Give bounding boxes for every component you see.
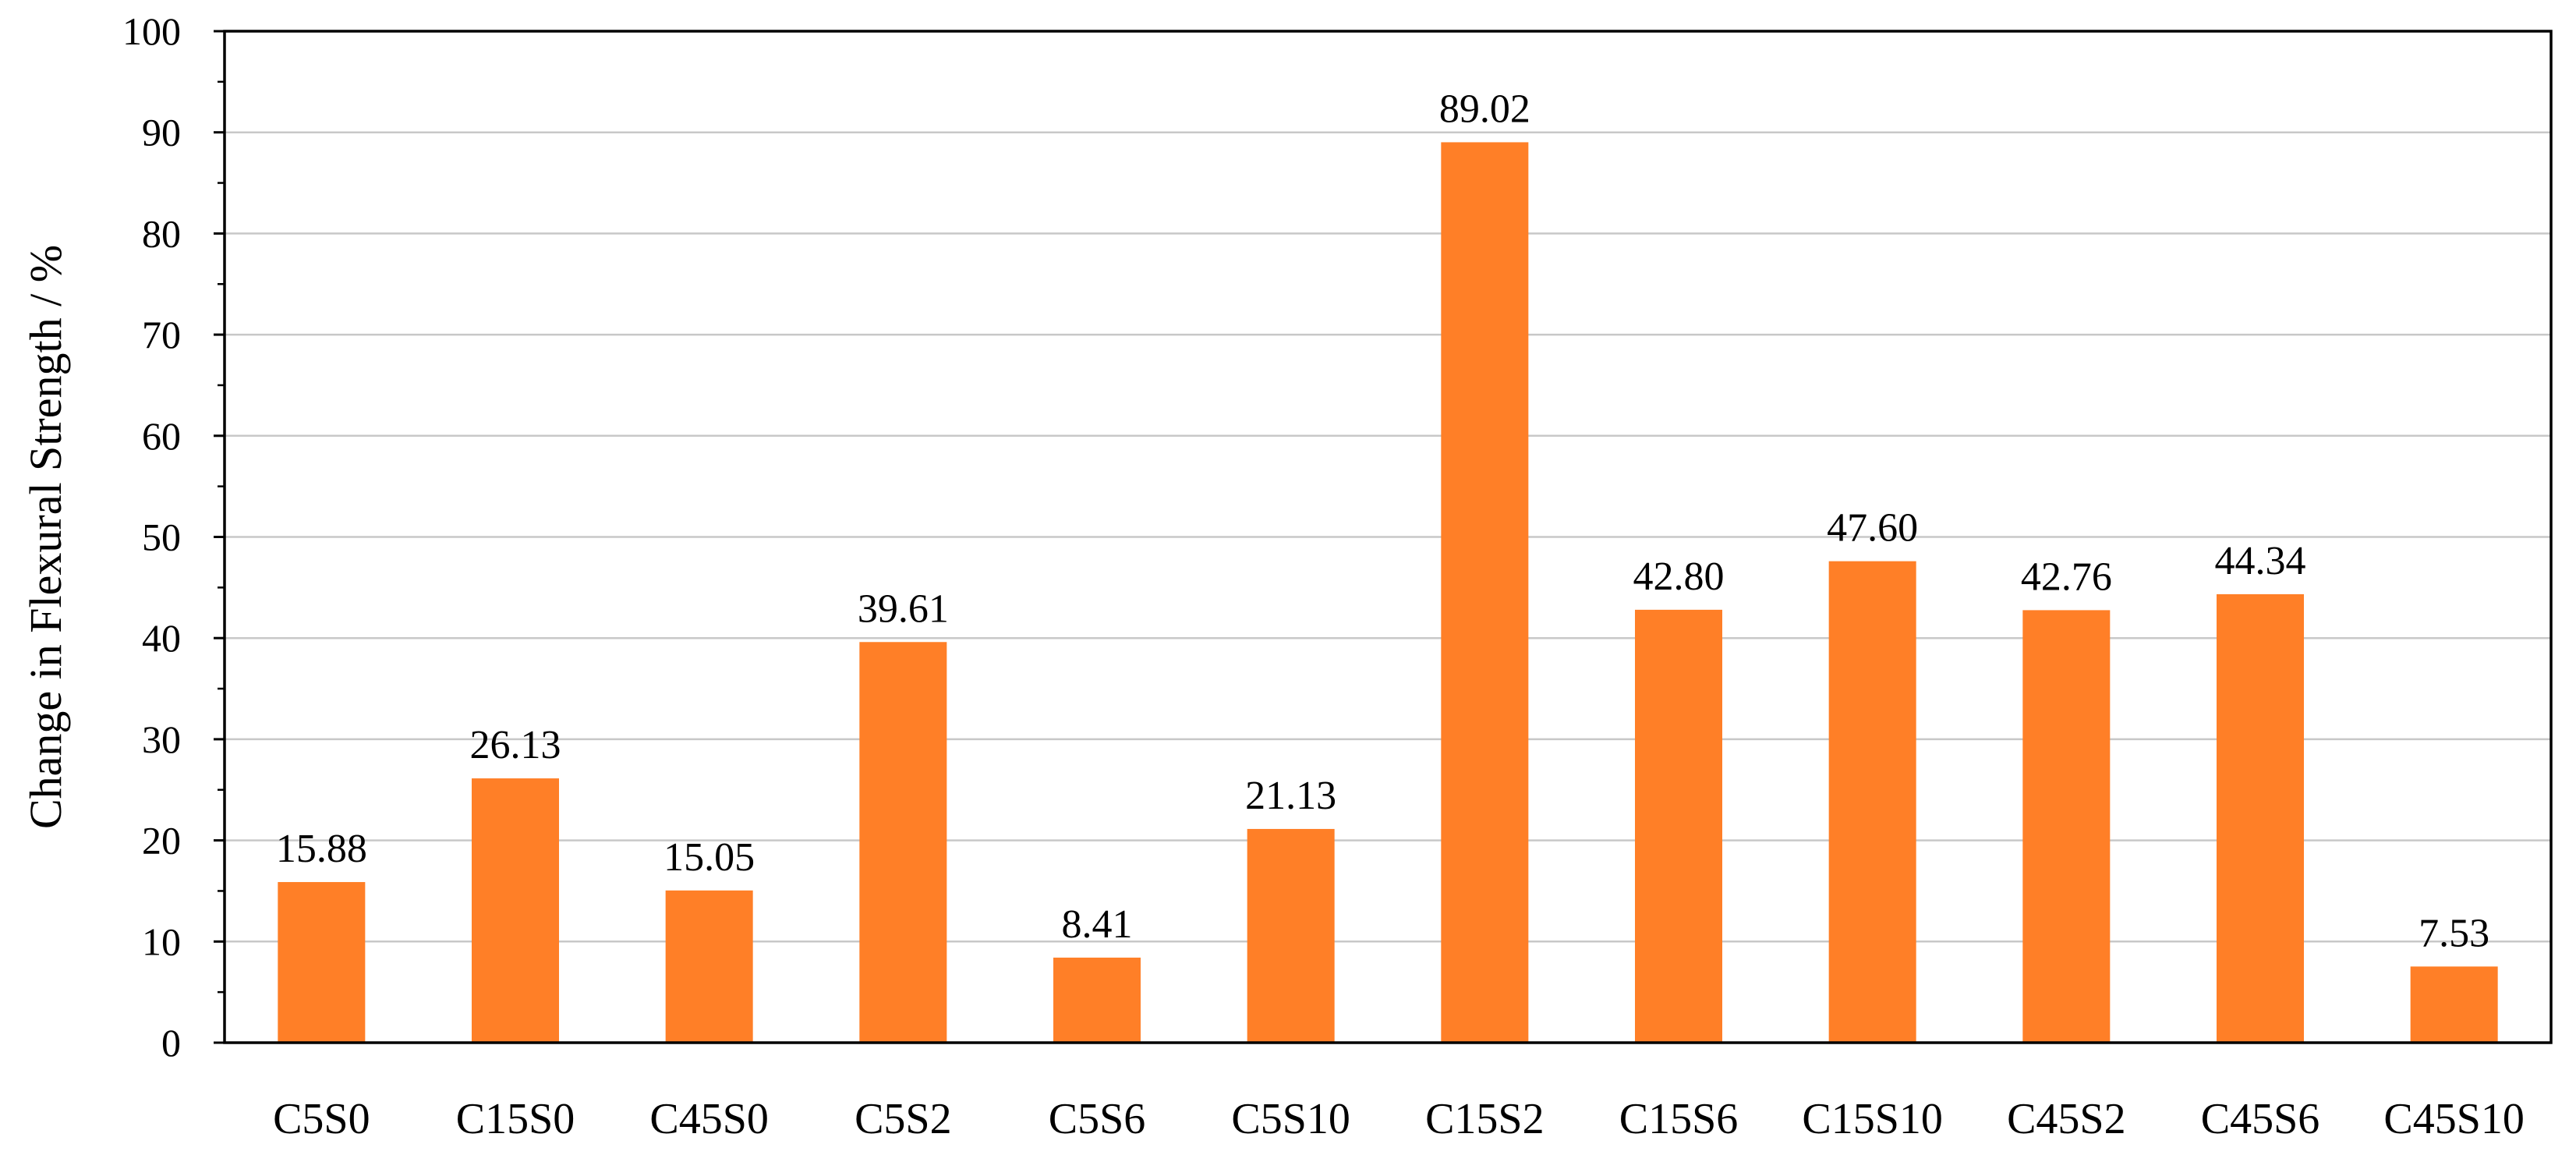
bar-c5s0 [278, 882, 366, 1043]
y-tick-label: 40 [142, 616, 181, 660]
axes [214, 30, 2553, 1044]
bar-c15s0 [472, 778, 559, 1043]
data-label-c5s6: 8.41 [1062, 902, 1133, 947]
data-label-c15s6: 42.80 [1633, 554, 1725, 599]
data-label-c5s10: 21.13 [1245, 774, 1336, 818]
bar-c15s2 [1441, 142, 1529, 1043]
x-tick-label-c15s6: C15S6 [1619, 1095, 1739, 1143]
y-tick-label: 90 [142, 111, 181, 154]
data-label-c45s10: 7.53 [2419, 911, 2489, 955]
bar-c15s10 [1828, 561, 1916, 1043]
x-tick-label-c15s2: C15S2 [1425, 1095, 1545, 1143]
bar-c5s6 [1053, 957, 1141, 1043]
bar-c45s2 [2022, 610, 2111, 1043]
plot-frame [223, 30, 2553, 1044]
x-tick-label-c45s2: C45S2 [2007, 1095, 2126, 1143]
y-tick-label: 10 [142, 919, 181, 963]
x-tick-label-c5s0: C5S0 [273, 1095, 370, 1143]
data-label-c15s2: 89.02 [1439, 87, 1530, 131]
x-tick-label-c5s6: C5S6 [1049, 1095, 1146, 1143]
gridlines [225, 30, 2551, 943]
data-label-c15s10: 47.60 [1827, 506, 1918, 551]
y-tick-label: 0 [161, 1021, 181, 1065]
x-tick-label-c45s0: C45S0 [649, 1095, 769, 1143]
x-tick-label-c45s10: C45S10 [2383, 1095, 2525, 1143]
x-tick-label-c5s10: C5S10 [1231, 1095, 1350, 1143]
bar-c45s0 [665, 890, 753, 1043]
data-label-c15s0: 26.13 [470, 723, 561, 767]
data-label-c45s6: 44.34 [2215, 539, 2306, 583]
x-tick-label-c5s2: C5S2 [855, 1095, 952, 1143]
y-tick-label: 70 [142, 313, 181, 356]
bar-c45s10 [2410, 966, 2498, 1043]
bar-c5s10 [1247, 828, 1335, 1043]
bar-c45s6 [2217, 593, 2304, 1043]
x-tick-label-c15s0: C15S0 [456, 1095, 575, 1143]
labels: 0 10 20 30 40 50 60 70 80 90 100 15.88 C5S0 26.13 C15S… [122, 9, 2525, 1143]
data-label-c45s2: 42.76 [2021, 554, 2112, 599]
bars [278, 142, 2498, 1043]
data-label-c5s2: 39.61 [858, 586, 949, 631]
bar-c5s2 [859, 642, 947, 1043]
y-tick-label: 100 [122, 9, 181, 53]
data-label-c45s0: 15.05 [663, 835, 755, 880]
x-tick-label-c15s10: C15S10 [1802, 1095, 1943, 1143]
x-tick-label-c45s6: C45S6 [2201, 1095, 2320, 1143]
y-tick-label: 50 [142, 515, 181, 559]
bar-c15s6 [1635, 609, 1722, 1043]
data-label-c5s0: 15.88 [276, 827, 367, 871]
y-tick-label: 20 [142, 819, 181, 863]
y-tick-label: 80 [142, 211, 181, 255]
y-tick-label: 60 [142, 414, 181, 458]
y-tick-label: 30 [142, 717, 181, 761]
y-axis-title: Change in Flexural Strength / % [20, 245, 71, 829]
